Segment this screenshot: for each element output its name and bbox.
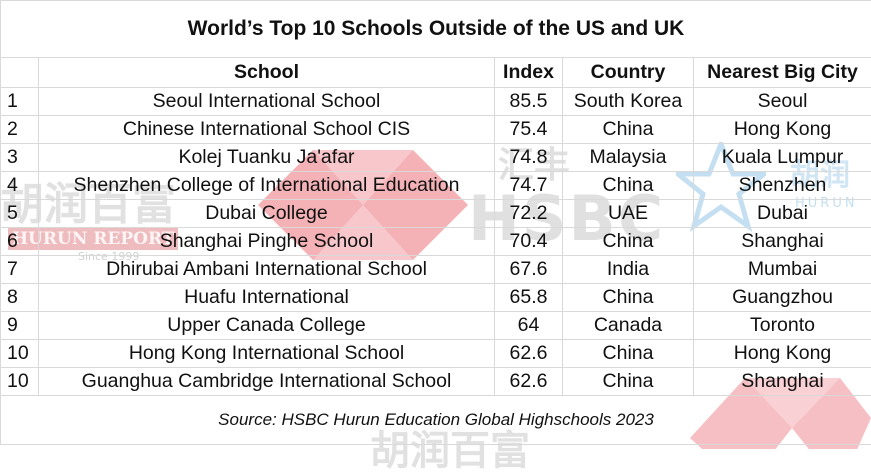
index-cell[interactable]: 62.6 [495,368,563,396]
table-row: 1 Seoul International School 85.5 South … [1,88,871,116]
index-cell[interactable]: 72.2 [495,200,563,228]
country-cell[interactable]: Canada [563,312,694,340]
index-cell[interactable]: 85.5 [495,88,563,116]
rank-cell[interactable]: 6 [1,228,39,256]
rank-cell[interactable]: 10 [1,368,39,396]
city-cell[interactable]: Dubai [694,200,871,228]
city-cell[interactable]: Toronto [694,312,871,340]
school-cell[interactable]: Huafu International [39,284,495,312]
table-row: 4 Shenzhen College of International Educ… [1,172,871,200]
rank-cell[interactable]: 5 [1,200,39,228]
index-cell[interactable]: 74.7 [495,172,563,200]
country-cell[interactable]: China [563,368,694,396]
header-school[interactable]: School [39,58,495,88]
rank-cell[interactable]: 9 [1,312,39,340]
source-note[interactable]: Source: HSBC Hurun Education Global High… [1,396,871,445]
table-row: 7 Dhirubai Ambani International School 6… [1,256,871,284]
table-title[interactable]: World’s Top 10 Schools Outside of the US… [1,1,871,58]
school-cell[interactable]: Upper Canada College [39,312,495,340]
school-cell[interactable]: Dubai College [39,200,495,228]
country-cell[interactable]: South Korea [563,88,694,116]
country-cell[interactable]: China [563,284,694,312]
rank-cell[interactable]: 2 [1,116,39,144]
rank-cell[interactable]: 3 [1,144,39,172]
title-row: World’s Top 10 Schools Outside of the US… [1,1,871,58]
index-cell[interactable]: 64 [495,312,563,340]
city-cell[interactable]: Shenzhen [694,172,871,200]
table-row: 3 Kolej Tuanku Ja'afar 74.8 Malaysia Kua… [1,144,871,172]
table-row: 9 Upper Canada College 64 Canada Toronto [1,312,871,340]
index-cell[interactable]: 67.6 [495,256,563,284]
school-cell[interactable]: Guanghua Cambridge International School [39,368,495,396]
school-cell[interactable]: Chinese International School CIS [39,116,495,144]
school-cell[interactable]: Shenzhen College of International Educat… [39,172,495,200]
index-cell[interactable]: 75.4 [495,116,563,144]
school-cell[interactable]: Hong Kong International School [39,340,495,368]
schools-table: World’s Top 10 Schools Outside of the US… [0,0,871,445]
header-country[interactable]: Country [563,58,694,88]
country-cell[interactable]: China [563,116,694,144]
rank-cell[interactable]: 8 [1,284,39,312]
school-cell[interactable]: Kolej Tuanku Ja'afar [39,144,495,172]
city-cell[interactable]: Hong Kong [694,116,871,144]
table-row: 10 Hong Kong International School 62.6 C… [1,340,871,368]
city-cell[interactable]: Kuala Lumpur [694,144,871,172]
school-cell[interactable]: Seoul International School [39,88,495,116]
table-row: 8 Huafu International 65.8 China Guangzh… [1,284,871,312]
index-cell[interactable]: 65.8 [495,284,563,312]
city-cell[interactable]: Shanghai [694,368,871,396]
index-cell[interactable]: 70.4 [495,228,563,256]
header-index[interactable]: Index [495,58,563,88]
rank-cell[interactable]: 7 [1,256,39,284]
header-city[interactable]: Nearest Big City [694,58,871,88]
country-cell[interactable]: India [563,256,694,284]
source-row: Source: HSBC Hurun Education Global High… [1,396,871,445]
city-cell[interactable]: Shanghai [694,228,871,256]
index-cell[interactable]: 62.6 [495,340,563,368]
city-cell[interactable]: Hong Kong [694,340,871,368]
country-cell[interactable]: China [563,340,694,368]
spreadsheet-sheet: 胡润百富 HURUN REPORT Since 1999 汇丰 HSBC 胡润 … [0,0,871,449]
city-cell[interactable]: Mumbai [694,256,871,284]
table-row: 10 Guanghua Cambridge International Scho… [1,368,871,396]
school-cell[interactable]: Dhirubai Ambani International School [39,256,495,284]
header-rank-cell[interactable] [1,58,39,88]
header-row: School Index Country Nearest Big City [1,58,871,88]
table-row: 2 Chinese International School CIS 75.4 … [1,116,871,144]
table-row: 5 Dubai College 72.2 UAE Dubai [1,200,871,228]
table-row: 6 Shanghai Pinghe School 70.4 China Shan… [1,228,871,256]
city-cell[interactable]: Seoul [694,88,871,116]
school-cell[interactable]: Shanghai Pinghe School [39,228,495,256]
country-cell[interactable]: Malaysia [563,144,694,172]
index-cell[interactable]: 74.8 [495,144,563,172]
rank-cell[interactable]: 1 [1,88,39,116]
country-cell[interactable]: China [563,172,694,200]
country-cell[interactable]: UAE [563,200,694,228]
country-cell[interactable]: China [563,228,694,256]
rank-cell[interactable]: 10 [1,340,39,368]
rank-cell[interactable]: 4 [1,172,39,200]
city-cell[interactable]: Guangzhou [694,284,871,312]
